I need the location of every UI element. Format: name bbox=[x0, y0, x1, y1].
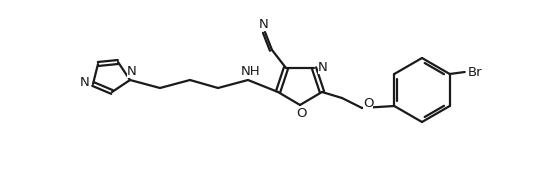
Text: N: N bbox=[127, 64, 137, 78]
Text: N: N bbox=[318, 60, 328, 73]
Text: Br: Br bbox=[468, 66, 482, 78]
Text: N: N bbox=[80, 75, 90, 89]
Text: N: N bbox=[259, 17, 269, 30]
Text: O: O bbox=[363, 96, 373, 109]
Text: NH: NH bbox=[241, 64, 261, 78]
Text: O: O bbox=[296, 107, 306, 120]
